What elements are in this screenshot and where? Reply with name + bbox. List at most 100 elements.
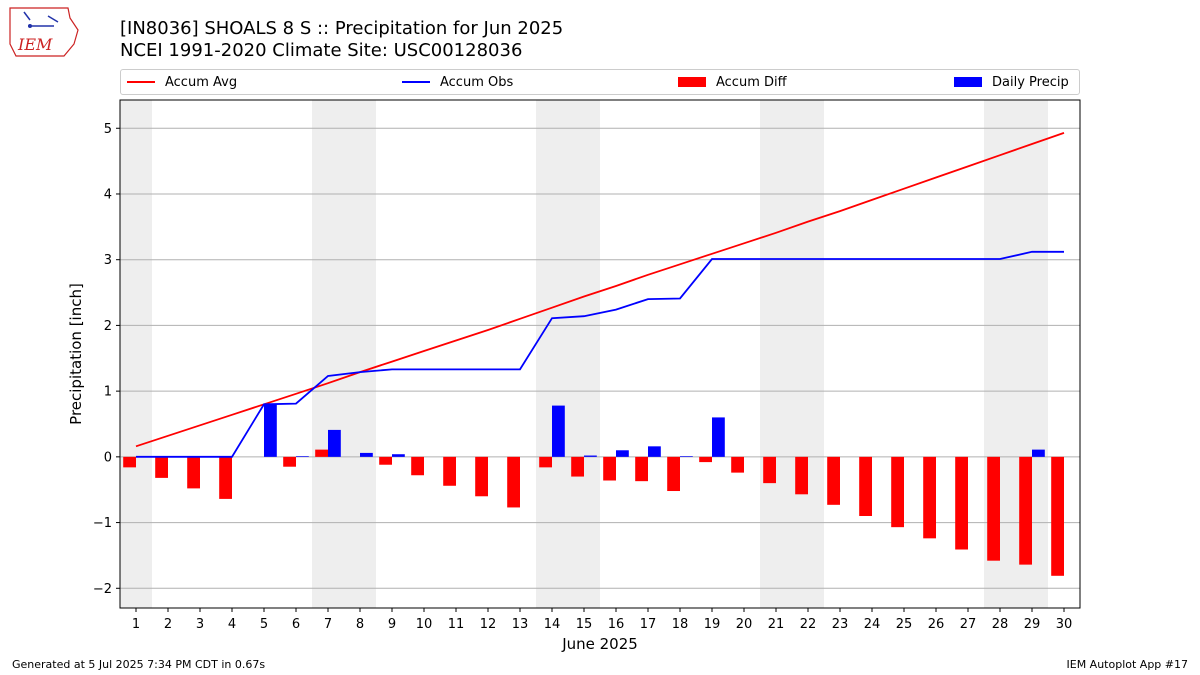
x-tick-label: 16 (608, 617, 625, 632)
accum-diff-bar (699, 456, 712, 463)
accum-diff-bar (475, 456, 488, 497)
accum-diff-bar (1051, 456, 1064, 576)
weekend-shade (120, 100, 152, 608)
daily-precip-bar (712, 417, 725, 457)
x-tick-label: 18 (672, 617, 689, 632)
accum-diff-bar (603, 456, 616, 481)
x-tick-label: 14 (544, 617, 561, 632)
daily-precip-bar (552, 405, 565, 457)
accum-diff-bar (1019, 456, 1032, 565)
legend-item-accum-avg: Accum Avg (127, 70, 237, 94)
y-tick-label: 2 (104, 319, 112, 334)
daily-precip-bar (1032, 449, 1045, 457)
x-tick-label: 17 (640, 617, 657, 632)
accum-diff-bar (315, 449, 328, 457)
chart-subtitle: NCEI 1991-2020 Climate Site: USC00128036 (120, 40, 523, 61)
x-tick-label: 8 (356, 617, 364, 632)
legend-label-accum-diff: Accum Diff (716, 74, 787, 90)
accum-diff-bar (507, 456, 520, 508)
x-tick-label: 13 (512, 617, 529, 632)
daily-precip-bar (264, 404, 277, 457)
accum-diff-bar (731, 456, 744, 473)
legend: Accum Avg Accum Obs Accum Diff Daily Pre… (120, 69, 1080, 95)
x-tick-label: 26 (928, 617, 945, 632)
legend-item-accum-obs: Accum Obs (402, 70, 513, 94)
x-tick-label: 1 (132, 617, 140, 632)
accum-obs-line (136, 250, 1064, 458)
accum-diff-bar (155, 456, 168, 478)
x-tick-label: 30 (1056, 617, 1073, 632)
daily-precip-bar (392, 454, 405, 457)
accum-diff-bar (283, 456, 296, 467)
footer-generated: Generated at 5 Jul 2025 7:34 PM CDT in 0… (12, 658, 266, 671)
accum-diff-bar (891, 456, 904, 528)
x-tick-label: 19 (704, 617, 721, 632)
accum-diff-bar (795, 456, 808, 495)
legend-label-accum-obs: Accum Obs (440, 74, 514, 90)
daily-precip-bar (680, 456, 693, 457)
legend-label-accum-avg: Accum Avg (165, 74, 238, 90)
x-tick-label: 7 (324, 617, 332, 632)
legend-swatch-accum-obs (402, 81, 430, 83)
daily-precip-bar (360, 452, 373, 457)
accum-diff-bar (923, 456, 936, 539)
x-tick-label: 10 (416, 617, 433, 632)
y-axis-label: Precipitation [inch] (67, 283, 85, 425)
x-tick-label: 2 (164, 617, 172, 632)
accum-diff-bar (411, 456, 424, 476)
accum-diff-bar (635, 456, 648, 482)
x-tick-label: 24 (864, 617, 881, 632)
x-tick-label: 5 (260, 617, 268, 632)
accum-diff-bar (123, 456, 136, 468)
y-tick-label: −2 (93, 582, 112, 597)
x-tick-label: 11 (448, 617, 465, 632)
accum-diff-bar (379, 456, 392, 465)
daily-precip-bar (616, 450, 629, 457)
y-tick-label: −1 (93, 516, 112, 531)
accum-diff-bar (987, 456, 1000, 561)
x-tick-label: 21 (768, 617, 785, 632)
legend-swatch-daily-precip (954, 77, 982, 87)
x-axis-label: June 2025 (561, 635, 638, 653)
x-tick-label: 3 (196, 617, 204, 632)
accum-diff-bar (827, 456, 840, 505)
x-tick-label: 29 (1024, 617, 1041, 632)
x-tick-label: 15 (576, 617, 593, 632)
x-tick-label: 25 (896, 617, 913, 632)
daily-precip-bar (584, 455, 597, 457)
legend-item-daily-precip: Daily Precip (954, 70, 1069, 94)
x-tick-label: 20 (736, 617, 753, 632)
accum-avg-line (135, 132, 1065, 448)
iem-logo-text: IEM (17, 35, 53, 54)
daily-precip-bar (328, 429, 341, 457)
x-tick-label: 12 (480, 617, 497, 632)
iem-logo: IEM (9, 7, 79, 57)
y-tick-label: 1 (104, 385, 112, 400)
accum-diff-bar (859, 456, 872, 516)
accum-diff-bar (219, 456, 232, 499)
weekend-shade (536, 100, 600, 608)
accum-diff-bar (763, 456, 776, 484)
accum-diff-bar (667, 456, 680, 492)
accum-diff-bar (443, 456, 456, 486)
x-tick-label: 22 (800, 617, 817, 632)
daily-precip-bar (648, 446, 661, 457)
y-tick-label: 3 (104, 253, 112, 268)
accum-diff-bar (187, 456, 200, 489)
x-tick-label: 9 (388, 617, 396, 632)
y-tick-label: 5 (104, 122, 112, 137)
legend-label-daily-precip: Daily Precip (992, 74, 1069, 90)
daily-precip-bar (296, 456, 309, 457)
legend-swatch-accum-avg (127, 81, 155, 83)
accum-diff-bar (539, 456, 552, 468)
plot-frame (119, 99, 1081, 609)
weekend-shade (760, 100, 824, 608)
x-tick-label: 27 (960, 617, 977, 632)
x-tick-label: 28 (992, 617, 1009, 632)
x-tick-label: 23 (832, 617, 849, 632)
accum-diff-bar (571, 456, 584, 477)
legend-swatch-accum-diff (678, 77, 706, 87)
y-tick-label: 0 (104, 450, 112, 465)
footer-app: IEM Autoplot App #17 (1066, 658, 1189, 671)
